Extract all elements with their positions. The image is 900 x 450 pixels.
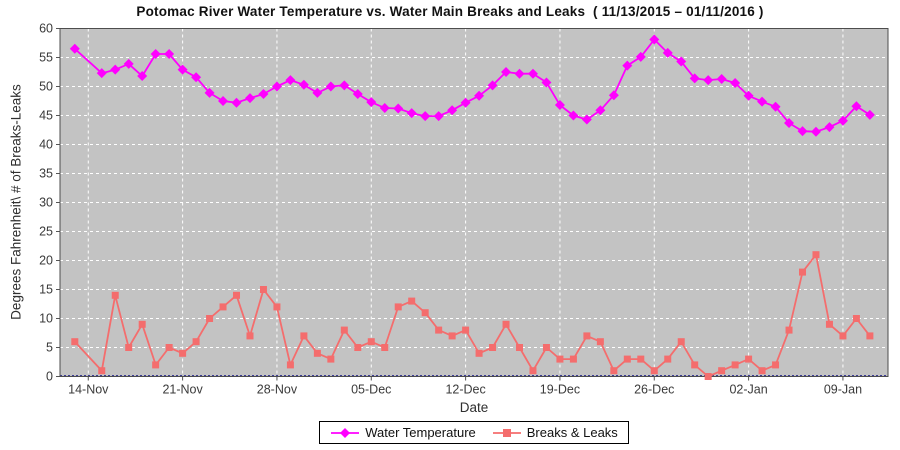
- breaks-leaks-line-square-icon: [492, 428, 521, 437]
- y-tick-labels: 0 5 10 15 20 25 30 35 40 45 50 55 60: [39, 22, 60, 384]
- water-temperature-line-diamond-icon: [331, 427, 360, 438]
- svg-text:20: 20: [39, 254, 53, 268]
- svg-text:02-Jan: 02-Jan: [729, 383, 767, 397]
- svg-text:21-Nov: 21-Nov: [162, 383, 203, 397]
- svg-text:40: 40: [39, 138, 53, 152]
- x-axis-label: Date: [459, 400, 489, 415]
- svg-text:10: 10: [39, 312, 53, 326]
- legend-wrap: Water Temperature Breaks & Leaks: [60, 421, 888, 444]
- svg-text:25: 25: [39, 225, 53, 239]
- y-axis-label: Degrees Fahrenheit\ # of Breaks-Leaks: [8, 84, 24, 320]
- svg-text:26-Dec: 26-Dec: [634, 383, 674, 397]
- svg-text:15: 15: [39, 283, 53, 297]
- svg-text:60: 60: [39, 22, 53, 36]
- svg-text:05-Dec: 05-Dec: [351, 383, 391, 397]
- chart-title: Potomac River Water Temperature vs. Wate…: [136, 4, 764, 19]
- legend-label-water-temperature: Water Temperature: [365, 425, 476, 440]
- svg-text:45: 45: [39, 109, 53, 123]
- svg-text:5: 5: [46, 341, 53, 355]
- svg-text:30: 30: [39, 196, 53, 210]
- x-tick-labels: 14-Nov 21-Nov 28-Nov 05-Dec 12-Dec 19-Dec 26-D…: [68, 376, 862, 397]
- svg-text:55: 55: [39, 51, 53, 65]
- svg-text:35: 35: [39, 167, 53, 181]
- svg-text:19-Dec: 19-Dec: [540, 383, 580, 397]
- series-water-temperature: [69, 34, 875, 137]
- series-breaks-leaks: [71, 251, 874, 380]
- gridlines: [60, 28, 888, 377]
- svg-text:14-Nov: 14-Nov: [68, 383, 109, 397]
- plot-border: [59, 28, 889, 377]
- svg-text:0: 0: [46, 370, 53, 384]
- svg-text:12-Dec: 12-Dec: [445, 383, 485, 397]
- svg-text:28-Nov: 28-Nov: [257, 383, 298, 397]
- legend-item-breaks-leaks: Breaks & Leaks: [492, 425, 618, 440]
- legend: Water Temperature Breaks & Leaks: [319, 421, 629, 444]
- svg-text:50: 50: [39, 80, 53, 94]
- legend-label-breaks-leaks: Breaks & Leaks: [526, 425, 618, 440]
- svg-text:09-Jan: 09-Jan: [824, 383, 862, 397]
- legend-item-water-temperature: Water Temperature: [330, 425, 476, 440]
